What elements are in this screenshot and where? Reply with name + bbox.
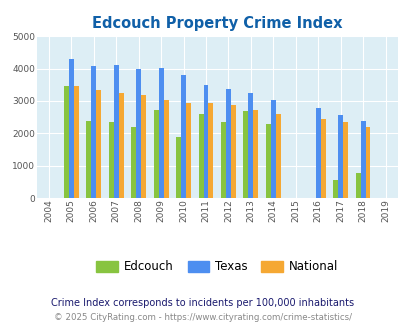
Bar <box>153 110 158 198</box>
Bar <box>253 110 258 198</box>
Bar <box>198 114 203 198</box>
Bar <box>141 94 146 198</box>
Bar <box>208 103 213 198</box>
Bar <box>220 122 226 198</box>
Bar <box>275 114 280 198</box>
Bar <box>320 119 325 198</box>
Bar <box>364 127 370 198</box>
Bar <box>248 93 253 198</box>
Bar <box>176 137 181 198</box>
Bar <box>315 109 320 198</box>
Bar <box>113 65 118 198</box>
Bar <box>64 86 69 198</box>
Bar <box>333 180 337 198</box>
Bar <box>337 115 342 198</box>
Bar <box>136 69 141 198</box>
Bar <box>118 93 123 198</box>
Legend: Edcouch, Texas, National: Edcouch, Texas, National <box>92 256 342 278</box>
Bar <box>74 86 79 198</box>
Bar <box>265 124 270 198</box>
Bar <box>243 111 248 198</box>
Bar <box>203 85 208 198</box>
Bar <box>158 68 163 198</box>
Bar <box>131 127 136 198</box>
Bar <box>355 174 360 198</box>
Title: Edcouch Property Crime Index: Edcouch Property Crime Index <box>92 16 341 31</box>
Bar <box>230 105 235 198</box>
Text: © 2025 CityRating.com - https://www.cityrating.com/crime-statistics/: © 2025 CityRating.com - https://www.city… <box>54 313 351 322</box>
Bar <box>226 89 230 198</box>
Bar <box>86 121 91 198</box>
Bar <box>96 90 101 198</box>
Bar <box>163 100 168 198</box>
Bar <box>91 66 96 198</box>
Bar <box>181 75 185 198</box>
Bar <box>360 121 364 198</box>
Bar <box>342 122 347 198</box>
Bar <box>185 103 190 198</box>
Bar <box>69 59 74 198</box>
Bar <box>270 100 275 198</box>
Bar <box>109 122 113 198</box>
Text: Crime Index corresponds to incidents per 100,000 inhabitants: Crime Index corresponds to incidents per… <box>51 298 354 308</box>
